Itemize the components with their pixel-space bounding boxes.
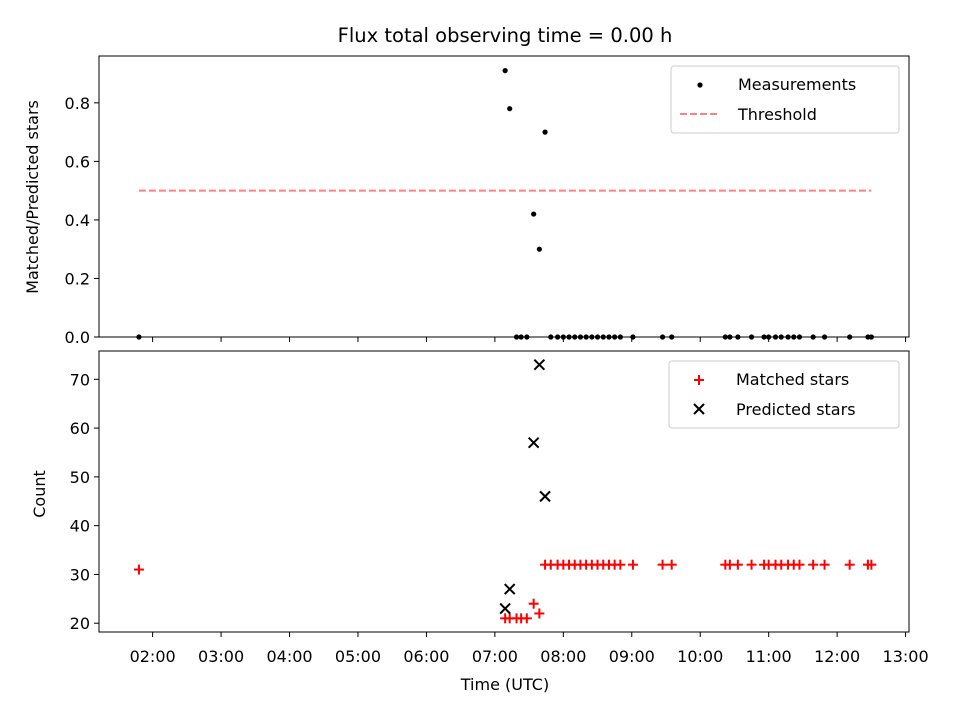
legend-matched-marker	[694, 375, 704, 385]
matched-star-point-5	[521, 613, 532, 624]
x-tick-label-10: 12:00	[814, 647, 860, 666]
matched-star-point-27	[732, 559, 743, 570]
predicted-star-stroke-b	[539, 490, 551, 503]
predicted-star-point-3	[533, 358, 546, 371]
x-tick-label-5: 07:00	[472, 647, 518, 666]
matched-star-point-35	[794, 559, 805, 570]
top-y-axis-label: Matched/Predicted stars	[23, 100, 42, 294]
top-legend: Measurements Threshold	[670, 65, 900, 134]
x-tick-label-4: 06:00	[403, 647, 449, 666]
matched-star-point-38	[844, 559, 855, 570]
legend-predicted-label: Predicted stars	[736, 400, 856, 419]
x-tick-label-7: 09:00	[609, 647, 655, 666]
matched-star-point-6	[528, 598, 539, 609]
x-tick-label-3: 05:00	[335, 647, 381, 666]
measurement-point-8	[542, 129, 548, 135]
x-tick-label-2: 04:00	[266, 647, 312, 666]
x-axis-label: Time (UTC)	[460, 675, 549, 694]
legend-measurements-marker	[697, 82, 703, 88]
matched-star-point-28	[746, 559, 757, 570]
legend-predicted-marker	[693, 403, 705, 415]
predicted-star-point-1	[503, 583, 516, 595]
top-y-tick-label-4: 0.8	[65, 94, 90, 113]
matched-star-point-7	[534, 608, 545, 619]
x-tick-label-0: 02:00	[130, 647, 176, 666]
matched-star-point-37	[819, 559, 830, 570]
predicted-star-point-0	[499, 602, 511, 615]
x-tick-label-8: 10:00	[677, 647, 723, 666]
bottom-legend: Matched stars Predicted stars	[668, 360, 900, 429]
top-legend-box	[670, 65, 900, 134]
predicted-star-stroke-b	[527, 437, 540, 449]
predicted-star-point-2	[527, 437, 540, 449]
bottom-y-tick-label-0: 20	[70, 614, 90, 633]
top-panel: Flux total observing time = 0.00 h Match…	[23, 24, 910, 347]
top-y-tick-label-3: 0.6	[65, 152, 90, 171]
legend-measurements-label: Measurements	[738, 75, 856, 94]
bottom-y-tick-label-2: 40	[70, 517, 90, 536]
matched-star-point-24	[666, 559, 677, 570]
predicted-star-stroke-b	[503, 583, 516, 595]
chart-title: Flux total observing time = 0.00 h	[338, 24, 673, 47]
predicted-star-stroke-b	[533, 358, 546, 371]
x-tick-label-6: 08:00	[540, 647, 586, 666]
bottom-y-tick-label-3: 50	[70, 468, 90, 487]
x-tick-label-1: 03:00	[198, 647, 244, 666]
bottom-panel: Count Time (UTC) 20 30 40 50 60 70 02:00 03:00 0…	[30, 350, 929, 694]
matched-star-point-23	[657, 559, 668, 570]
matched-star-point-21	[615, 559, 626, 570]
matched-star-point-22	[627, 559, 638, 570]
predicted-star-stroke-b	[499, 602, 511, 615]
bottom-y-tick-label-5: 70	[70, 370, 90, 389]
bottom-y-tick-label-4: 60	[70, 419, 90, 438]
predicted-star-point-4	[539, 490, 551, 503]
bottom-legend-box	[668, 360, 900, 429]
measurement-point-7	[536, 246, 542, 252]
matched-star-point-36	[808, 559, 819, 570]
x-tick-label-9: 11:00	[746, 647, 792, 666]
top-axes-frame	[98, 55, 910, 338]
legend-threshold-label: Threshold	[737, 105, 817, 124]
x-tick-label-11: 13:00	[883, 647, 929, 666]
measurement-point-2	[507, 106, 513, 112]
top-y-tick-label-2: 0.4	[65, 211, 90, 230]
top-y-tick-label-1: 0.2	[65, 269, 90, 288]
legend-matched-label: Matched stars	[736, 370, 849, 389]
top-y-tick-label-0: 0.0	[65, 328, 90, 347]
measurement-point-6	[531, 211, 537, 217]
bottom-plot-area: 20 30 40 50 60 70 02:00 03:00 04:00 05:00 06:00 07:…	[70, 358, 929, 666]
matched-star-point-0	[133, 564, 144, 575]
bottom-axes-frame	[98, 350, 910, 633]
matched-star-point-40	[866, 559, 877, 570]
bottom-y-axis-label: Count	[30, 470, 49, 518]
measurement-point-1	[502, 68, 508, 74]
bottom-y-tick-label-1: 30	[70, 565, 90, 584]
